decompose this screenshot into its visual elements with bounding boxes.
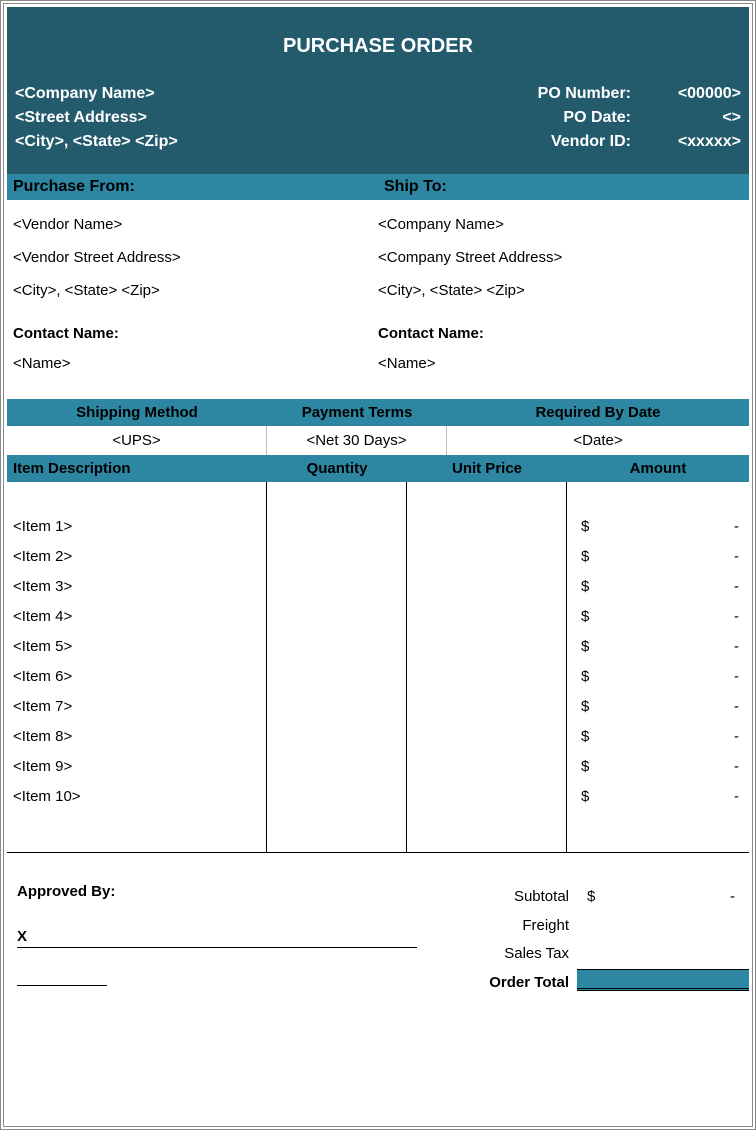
item-desc: <Item 10> [13, 782, 260, 812]
ship-to-address: <Company Name> <Company Street Address> … [378, 200, 743, 307]
item-amount-row: $- [567, 782, 749, 812]
item-desc: <Item 1> [13, 512, 260, 542]
item-desc-header: Item Description [7, 455, 267, 482]
company-street: <Street Address> [15, 106, 481, 130]
item-amount-row: $- [567, 602, 749, 632]
vendor-csz: <City>, <State> <Zip> [13, 274, 378, 307]
signature-line[interactable]: X [17, 928, 417, 948]
item-amount-row: $- [567, 752, 749, 782]
item-desc: <Item 4> [13, 602, 260, 632]
tax-row: Sales Tax [437, 940, 749, 969]
shipto-name: <Company Name> [378, 208, 743, 241]
item-amount-row: $- [567, 662, 749, 692]
item-amount-row: $- [567, 692, 749, 722]
items-body: <Item 1> <Item 2> <Item 3> <Item 4> <Ite… [7, 482, 749, 852]
footer-block: Approved By: X Subtotal $ - Freight Sale… [7, 853, 749, 997]
item-unit-column [407, 482, 567, 852]
item-qty-header: Quantity [267, 455, 407, 482]
item-qty-column [267, 482, 407, 852]
item-desc-column: <Item 1> <Item 2> <Item 3> <Item 4> <Ite… [7, 482, 267, 852]
approved-by-label: Approved By: [17, 883, 427, 900]
item-desc: <Item 5> [13, 632, 260, 662]
header-block: PURCHASE ORDER <Company Name> PO Number:… [7, 7, 749, 174]
freight-label: Freight [437, 912, 577, 941]
contact-name-right: <Name> [378, 349, 743, 379]
shipping-header: Shipping Method Payment Terms Required B… [7, 399, 749, 426]
vendor-name: <Vendor Name> [13, 208, 378, 241]
company-csz: <City>, <State> <Zip> [15, 130, 481, 154]
item-desc: <Item 8> [13, 722, 260, 752]
subtotal-currency: $ [577, 883, 603, 912]
subtotal-row: Subtotal $ - [437, 883, 749, 912]
approval-block: Approved By: X [7, 883, 437, 997]
vendor-id-label: Vendor ID: [481, 130, 631, 154]
shipto-street: <Company Street Address> [378, 241, 743, 274]
item-amount-row: $- [567, 542, 749, 572]
vendor-id-value: <xxxxx> [631, 130, 741, 154]
contact-label-left: Contact Name: [13, 319, 378, 349]
contact-block: Contact Name: <Name> Contact Name: <Name… [7, 307, 749, 399]
date-line[interactable] [17, 968, 107, 986]
item-unit-header: Unit Price [407, 455, 567, 482]
items-header: Item Description Quantity Unit Price Amo… [7, 455, 749, 482]
address-section-bar: Purchase From: Ship To: [7, 174, 749, 200]
purchase-from-address: <Vendor Name> <Vendor Street Address> <C… [13, 200, 378, 307]
company-name: <Company Name> [15, 82, 481, 106]
document-title: PURCHASE ORDER [15, 17, 741, 82]
item-desc: <Item 9> [13, 752, 260, 782]
item-amount-header: Amount [567, 455, 749, 482]
item-amount-column: $- $- $- $- $- $- $- $- $- $- [567, 482, 749, 852]
order-total-label: Order Total [437, 969, 577, 998]
order-total-value [577, 969, 749, 991]
po-date-value: <> [631, 106, 741, 130]
item-amount-row: $- [567, 572, 749, 602]
item-desc: <Item 3> [13, 572, 260, 602]
item-desc: <Item 7> [13, 692, 260, 722]
tax-label: Sales Tax [437, 940, 577, 969]
vendor-street: <Vendor Street Address> [13, 241, 378, 274]
item-amount-row: $- [567, 722, 749, 752]
required-date-header: Required By Date [447, 399, 749, 426]
payment-terms-header: Payment Terms [267, 399, 447, 426]
item-amount-row: $- [567, 632, 749, 662]
contact-name-left: <Name> [13, 349, 378, 379]
purchase-from-heading: Purchase From: [7, 174, 378, 200]
shipping-method-value: <UPS> [7, 426, 267, 455]
subtotal-label: Subtotal [437, 883, 577, 912]
subtotal-value: - [603, 883, 749, 912]
item-desc: <Item 2> [13, 542, 260, 572]
contact-left: Contact Name: <Name> [13, 307, 378, 379]
contact-right: Contact Name: <Name> [378, 307, 743, 379]
required-date-value: <Date> [447, 426, 749, 455]
address-block: <Vendor Name> <Vendor Street Address> <C… [7, 200, 749, 307]
po-number-value: <00000> [631, 82, 741, 106]
po-number-label: PO Number: [481, 82, 631, 106]
po-date-label: PO Date: [481, 106, 631, 130]
item-amount-row: $- [567, 512, 749, 542]
item-desc: <Item 6> [13, 662, 260, 692]
freight-row: Freight [437, 912, 749, 941]
shipping-method-header: Shipping Method [7, 399, 267, 426]
totals-block: Subtotal $ - Freight Sales Tax Order Tot… [437, 883, 749, 997]
payment-terms-value: <Net 30 Days> [267, 426, 447, 455]
ship-to-heading: Ship To: [378, 174, 749, 200]
contact-label-right: Contact Name: [378, 319, 743, 349]
shipping-values: <UPS> <Net 30 Days> <Date> [7, 426, 749, 455]
order-total-row: Order Total [437, 969, 749, 998]
shipto-csz: <City>, <State> <Zip> [378, 274, 743, 307]
